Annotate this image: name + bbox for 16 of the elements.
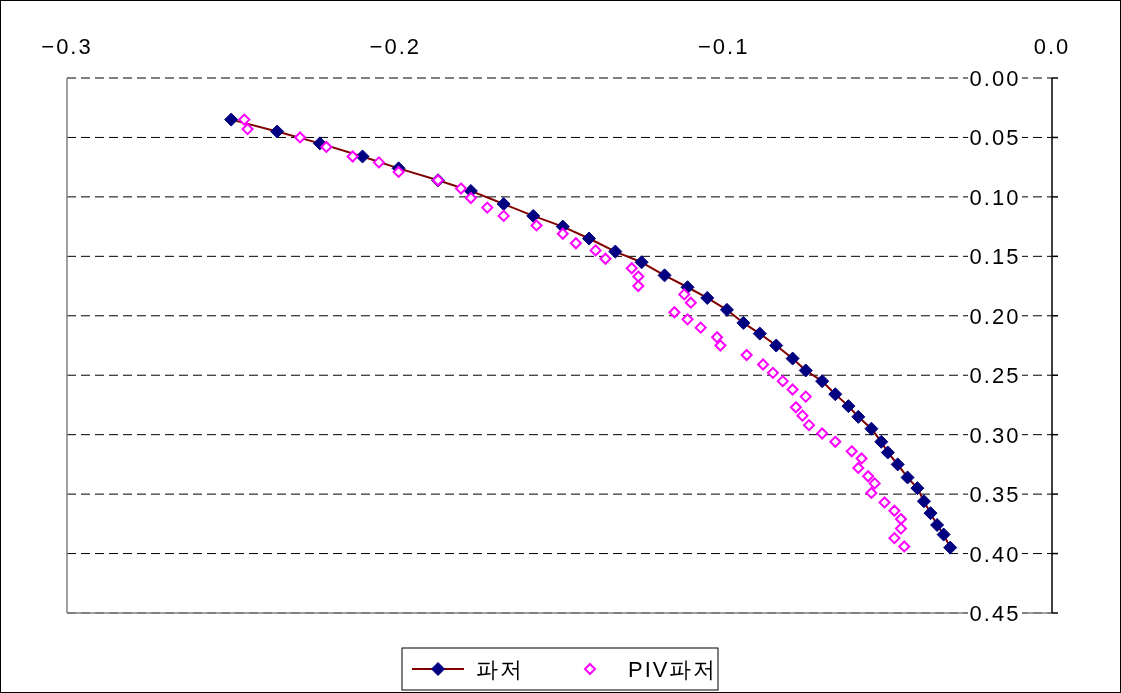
y-tick-label: 0.45: [969, 601, 1021, 626]
y-tick-label: 0.10: [969, 184, 1021, 210]
y-tick-label: 0.30: [969, 422, 1021, 448]
y-tick-label: 0.15: [969, 244, 1021, 270]
y-tick-label: 0.20: [969, 303, 1021, 329]
x-tick-label: −0.3: [41, 34, 93, 59]
legend-label: PIV파저: [628, 657, 718, 682]
y-tick-label: 0.40: [969, 541, 1021, 567]
y-tick-label: 0.00: [969, 66, 1021, 91]
y-tick-label: 0.05: [969, 125, 1021, 151]
y-tick-label: 0.25: [969, 363, 1021, 389]
x-tick-label: −0.2: [369, 34, 422, 59]
legend-label: 파저: [476, 657, 524, 682]
x-tick-label: −0.1: [697, 34, 750, 59]
x-tick-label: 0.0: [1033, 34, 1071, 59]
y-tick-label: 0.35: [969, 482, 1021, 508]
